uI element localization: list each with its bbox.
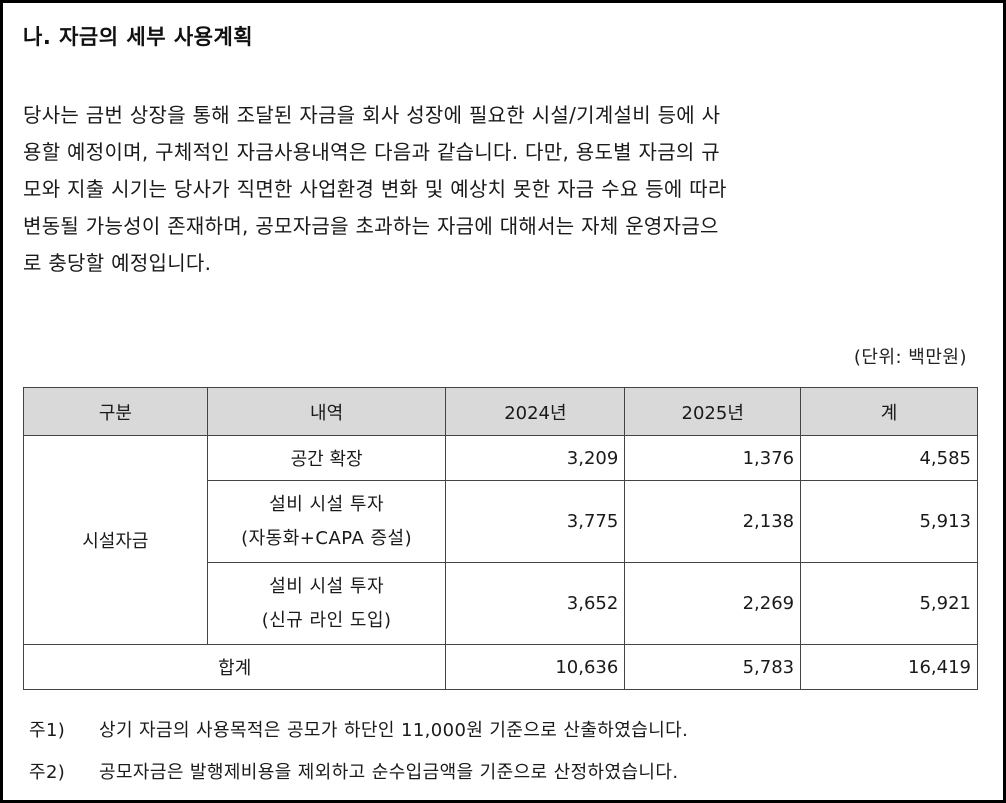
section-heading: 나. 자금의 세부 사용계획 — [23, 25, 254, 49]
footnote-text: 상기 자금의 사용목적은 공모가 하단인 11,000원 기준으로 산출하였습니… — [99, 720, 689, 741]
paragraph-line: 당사는 금번 상장을 통해 조달된 자금을 회사 성장에 필요한 시설/기계설비… — [23, 103, 721, 127]
value-2025-cell: 2,138 — [624, 480, 802, 563]
footnote-mark: 주2) — [29, 762, 66, 783]
footnote: 주2) 공모자금은 발행제비용을 제외하고 순수입금액을 기준으로 산정하였습니… — [29, 750, 688, 792]
paragraph-line: 변동될 가능성이 존재하며, 공모자금을 초과하는 자금에 대해서는 자체 운영… — [23, 214, 719, 238]
footnote: 주1) 상기 자금의 사용목적은 공모가 하단인 11,000원 기준으로 산출… — [29, 708, 688, 750]
value-2024-cell: 3,652 — [445, 562, 626, 645]
fund-usage-table: 구분 내역 2024년 2025년 계 시설자금 공간 확장 3,209 1,3… — [22, 387, 978, 690]
category-cell: 시설자금 — [23, 435, 208, 645]
header-item: 내역 — [206, 387, 447, 436]
table-row: 설비 시설 투자 (자동화+CAPA 증설) 3,775 2,138 5,913 — [24, 480, 978, 563]
table-header-row: 구분 내역 2024년 2025년 계 — [23, 387, 978, 436]
footnotes: 주1) 상기 자금의 사용목적은 공모가 하단인 11,000원 기준으로 산출… — [29, 708, 688, 792]
value-2025-cell: 1,376 — [624, 435, 802, 481]
header-2025: 2025년 — [624, 387, 802, 436]
header-total: 계 — [800, 387, 978, 436]
item-cell: 공간 확장 — [206, 435, 447, 481]
total-label-cell: 합계 — [22, 644, 447, 690]
paragraph-line: 모와 지출 시기는 당사가 직면한 사업환경 변화 및 예상치 못한 자금 수요… — [23, 177, 727, 201]
table-row: 시설자금 공간 확장 3,209 1,376 4,585 — [23, 435, 978, 645]
item-cell: 설비 시설 투자 (자동화+CAPA 증설) — [206, 480, 447, 563]
value-2024-cell: 3,775 — [445, 480, 626, 563]
footnote-text: 공모자금은 발행제비용을 제외하고 순수입금액을 기준으로 산정하였습니다. — [99, 762, 679, 783]
header-category: 구분 — [23, 387, 208, 436]
total-2025-cell: 5,783 — [624, 644, 802, 690]
description-paragraph: 당사는 금번 상장을 통해 조달된 자금을 회사 성장에 필요한 시설/기계설비… — [23, 97, 963, 282]
table-row: 설비 시설 투자 (신규 라인 도입) 3,652 2,269 5,921 — [24, 562, 978, 645]
total-2024-cell: 10,636 — [445, 644, 626, 690]
total-row: 합계 10,636 5,783 16,419 — [22, 644, 978, 690]
paragraph-line: 용할 예정이며, 구체적인 자금사용내역은 다음과 같습니다. 다만, 용도별 … — [23, 140, 720, 164]
value-total-cell: 5,913 — [800, 480, 978, 563]
paragraph-line: 로 충당할 예정입니다. — [23, 251, 212, 275]
value-2024-cell: 3,209 — [445, 435, 626, 481]
value-total-cell: 5,921 — [800, 562, 978, 645]
item-cell: 설비 시설 투자 (신규 라인 도입) — [206, 562, 447, 645]
value-2025-cell: 2,269 — [624, 562, 802, 645]
unit-label: (단위: 백만원) — [853, 347, 967, 368]
footnote-mark: 주1) — [29, 720, 66, 741]
grand-total-cell: 16,419 — [800, 644, 978, 690]
header-2024: 2024년 — [445, 387, 626, 436]
value-total-cell: 4,585 — [800, 435, 978, 481]
